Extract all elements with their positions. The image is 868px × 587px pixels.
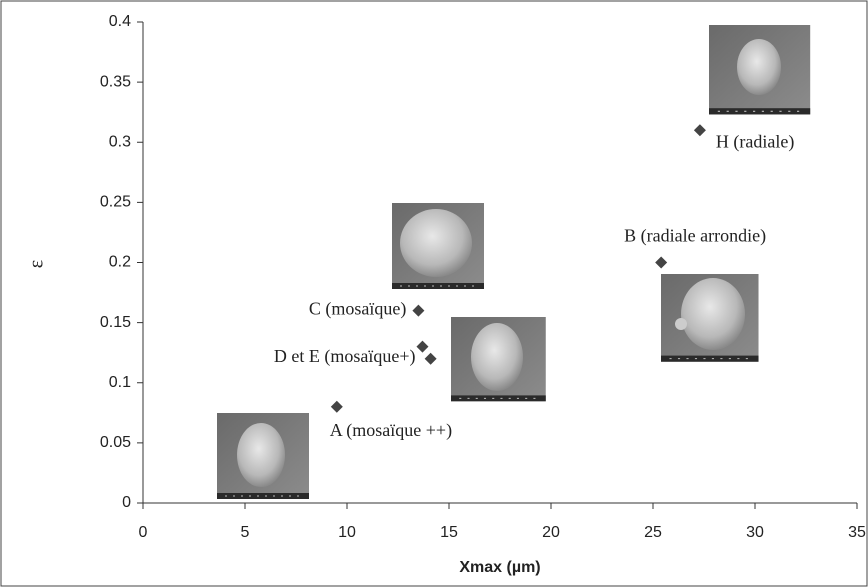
x-tick-label: 25 bbox=[644, 524, 662, 541]
point-label: B (radiale arrondie) bbox=[624, 226, 766, 247]
point bbox=[330, 400, 343, 413]
micrograph bbox=[450, 316, 547, 402]
y-tick-label: 0.15 bbox=[100, 314, 131, 331]
micrograph bbox=[391, 202, 485, 290]
y-tick-label: 0.25 bbox=[100, 194, 131, 211]
x-tick-label: 30 bbox=[746, 524, 764, 541]
point bbox=[416, 340, 429, 353]
y-tick-label: 0.05 bbox=[100, 434, 131, 451]
point bbox=[693, 124, 706, 137]
x-tick-label: 5 bbox=[241, 524, 250, 541]
x-tick-label: 20 bbox=[542, 524, 560, 541]
x-tick-label: 35 bbox=[848, 524, 866, 541]
x-tick-label: 15 bbox=[440, 524, 458, 541]
y-tick-label: 0.3 bbox=[109, 133, 131, 150]
point-label: D et E (mosaïque+) bbox=[274, 346, 416, 367]
micrograph bbox=[708, 24, 811, 115]
y-tick-label: 0.35 bbox=[100, 73, 131, 90]
y-tick-label: 0.1 bbox=[109, 374, 131, 391]
y-axis-label: ε bbox=[26, 260, 48, 268]
point bbox=[424, 352, 437, 365]
y-tick-label: 0 bbox=[122, 494, 131, 511]
micrograph bbox=[660, 273, 760, 363]
x-axis-label: Xmax (µm) bbox=[459, 559, 540, 576]
y-tick-label: 0.2 bbox=[109, 254, 131, 271]
x-tick-label: 10 bbox=[338, 524, 356, 541]
y-tick-label: 0.4 bbox=[109, 13, 131, 30]
micrographs bbox=[216, 24, 811, 500]
point bbox=[655, 256, 668, 269]
point-label: C (mosaïque) bbox=[309, 299, 406, 320]
point-label: H (radiale) bbox=[716, 131, 794, 152]
point bbox=[412, 304, 425, 317]
micrograph bbox=[216, 412, 310, 500]
point-label: A (mosaïque ++) bbox=[330, 420, 452, 441]
x-tick-label: 0 bbox=[139, 524, 148, 541]
